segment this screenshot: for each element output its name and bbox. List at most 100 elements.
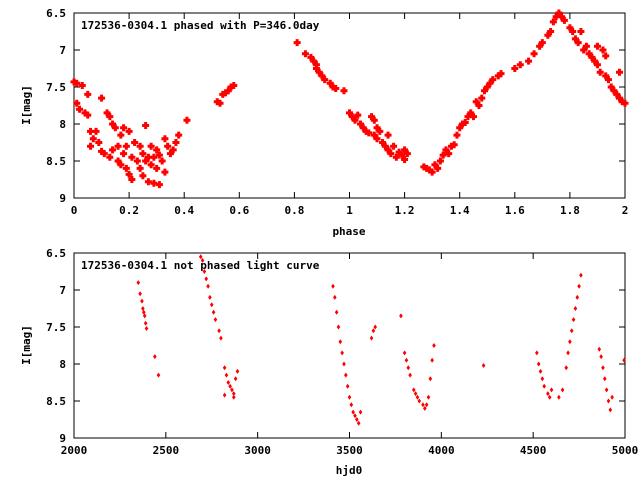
unphased-data-point (219, 335, 223, 341)
phased-data-point (301, 50, 309, 58)
unphased-data-point (231, 391, 236, 397)
phased-data-point (370, 131, 378, 139)
phased-data-point (373, 135, 381, 143)
phased-data-point (114, 157, 122, 165)
unphased-y-tick-label: 8.5 (46, 395, 66, 408)
unphased-data-point (406, 365, 411, 371)
phased-data-point (486, 79, 494, 87)
unphased-data-point (606, 398, 611, 404)
unphased-data-point (535, 350, 539, 356)
phased-data-point (552, 13, 560, 21)
unphased-data-point (542, 383, 546, 389)
unphased-light-curve-panel: 2000 2500 3000 3500 4000 4500 5000 6.5 7 7.5 8 8.5… (20, 247, 638, 477)
unphased-data-point (481, 362, 486, 368)
unphased-data-point (213, 317, 218, 323)
phased-data-point (370, 116, 378, 124)
phased-data-point (164, 142, 172, 150)
unphased-y-tick-label: 6.5 (46, 247, 66, 260)
phased-data-point (602, 52, 610, 60)
phased-data-point (139, 172, 147, 180)
unphased-data-point (136, 280, 141, 286)
phased-data-point (122, 142, 130, 150)
unphased-data-point (198, 254, 203, 260)
unphased-data-point (575, 294, 580, 300)
unphased-data-points (136, 254, 626, 426)
unphased-data-point (546, 391, 550, 397)
phased-data-point (153, 164, 161, 172)
unphased-data-point (566, 350, 570, 356)
phased-data-point (312, 65, 320, 72)
unphased-data-point (230, 387, 234, 393)
phased-data-point (475, 102, 483, 109)
phased-data-point (461, 119, 469, 127)
unphased-data-point (340, 350, 344, 356)
phased-y-tick-label: 6.5 (46, 7, 66, 20)
unphased-data-point (355, 417, 359, 422)
phased-data-point (615, 94, 623, 102)
phased-data-point (425, 166, 433, 174)
unphased-data-point (222, 365, 227, 371)
phased-data-point (81, 109, 89, 117)
unphased-data-point (142, 313, 147, 319)
phased-data-point (516, 61, 524, 69)
unphased-data-point (209, 302, 214, 308)
phased-data-point (183, 116, 191, 124)
phased-data-point (483, 83, 491, 91)
phased-x-axis-label: phase (332, 225, 365, 238)
phased-data-point (403, 150, 411, 158)
phased-y-axis-label: I[mag] (20, 85, 33, 125)
phased-data-point (525, 57, 533, 65)
unphased-data-point (571, 317, 576, 323)
unphased-data-point (408, 372, 412, 378)
phased-data-point (456, 124, 464, 132)
phased-data-point (467, 109, 475, 117)
unphased-x-axis-label: hjd0 (336, 464, 363, 477)
phased-x-tick-label: 0.4 (174, 204, 194, 217)
unphased-data-point (399, 313, 403, 319)
phased-data-point (318, 72, 326, 80)
unphased-data-point (226, 380, 231, 385)
phased-data-point (351, 116, 359, 124)
unphased-data-point (336, 324, 341, 330)
phased-data-point (469, 113, 477, 121)
phased-data-point (442, 146, 450, 154)
phased-data-point (357, 120, 365, 128)
unphased-data-point (404, 357, 409, 363)
unphased-data-point (351, 409, 355, 415)
unphased-data-point (347, 394, 352, 400)
phased-data-point (431, 161, 439, 169)
phased-data-point (128, 176, 136, 183)
phased-y-tick-label: 9 (59, 192, 66, 205)
phased-data-point (326, 79, 334, 87)
phased-data-point (89, 135, 97, 143)
phased-y-tick-label: 8 (59, 118, 66, 131)
unphased-data-point (573, 306, 578, 311)
unphased-data-point (369, 335, 374, 341)
phased-data-point (602, 72, 610, 80)
phased-data-point (332, 84, 340, 92)
unphased-data-point (536, 361, 541, 367)
phased-data-point (464, 113, 472, 121)
phased-data-point (315, 68, 323, 76)
phased-data-point (224, 87, 232, 95)
phased-data-point (312, 61, 320, 69)
phased-data-point (436, 157, 444, 165)
phased-data-point (169, 146, 177, 154)
phased-data-point (142, 121, 150, 129)
phased-data-point (109, 120, 117, 128)
phased-y-ticks: 6.5 7 7.5 8 8.5 9 (46, 7, 625, 205)
phased-data-point (348, 113, 356, 121)
phased-data-point (530, 50, 538, 58)
phased-data-point (390, 142, 398, 150)
phased-data-point (428, 168, 436, 176)
unphased-data-point (208, 294, 212, 300)
phased-data-point (155, 181, 163, 189)
phased-data-point (125, 127, 133, 135)
unphased-data-point (610, 394, 614, 400)
unphased-data-point (579, 272, 583, 278)
unphased-data-point (569, 328, 574, 334)
unphased-x-tick-label: 5000 (612, 444, 639, 457)
phased-data-point (450, 141, 458, 149)
phased-data-points (70, 9, 629, 189)
